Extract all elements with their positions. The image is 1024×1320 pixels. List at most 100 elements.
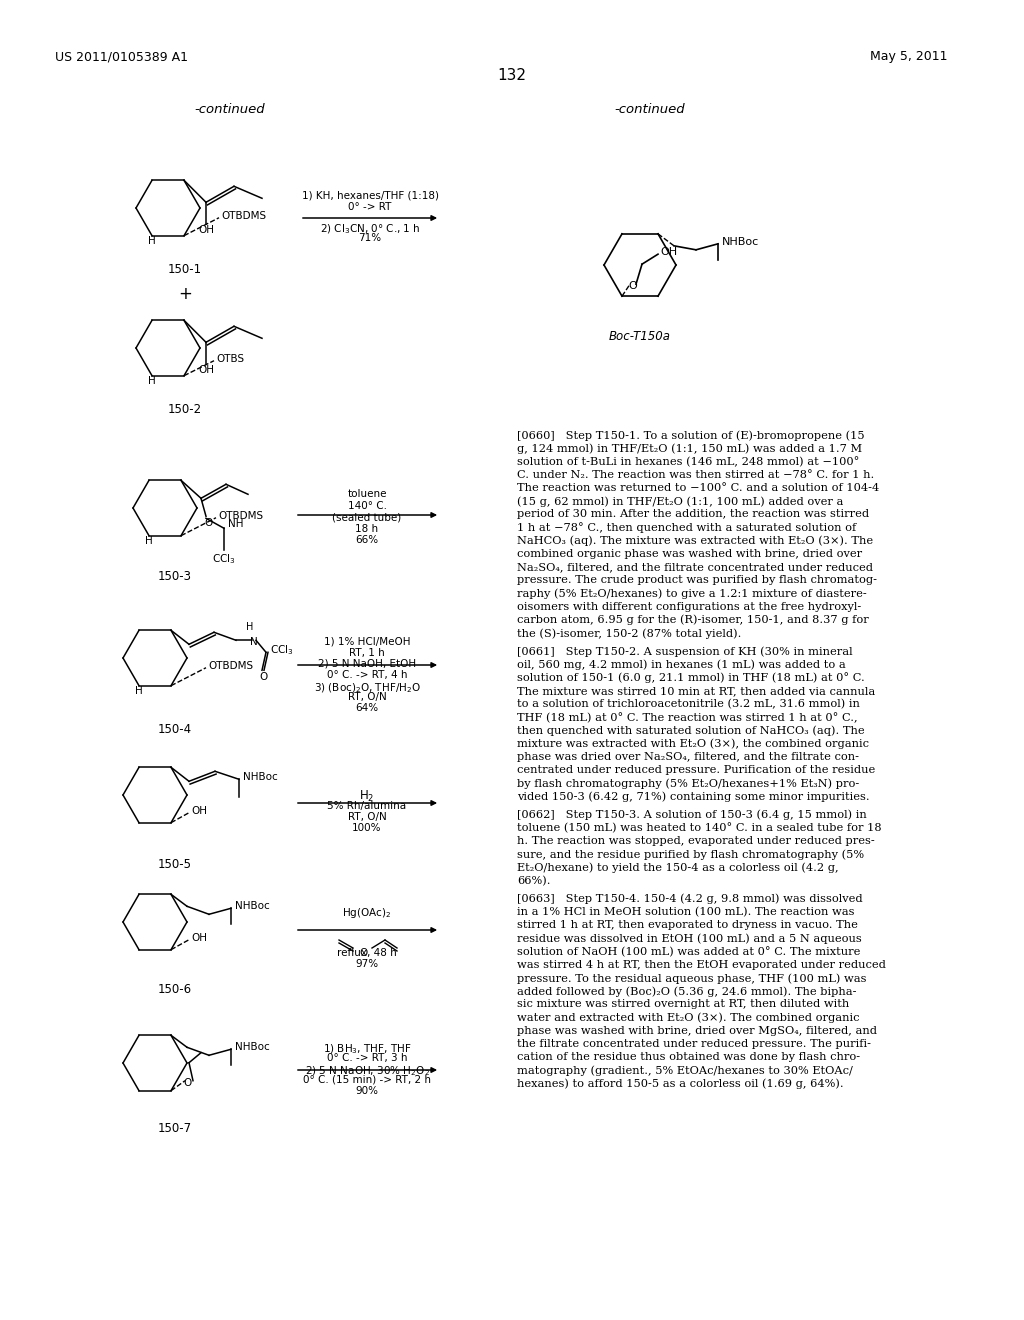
Text: OTBS: OTBS bbox=[216, 354, 244, 364]
Text: g, 124 mmol) in THF/Et₂O (1:1, 150 mL) was added a 1.7 M: g, 124 mmol) in THF/Et₂O (1:1, 150 mL) w… bbox=[517, 444, 862, 454]
Text: 18 h: 18 h bbox=[355, 524, 379, 535]
Text: 90%: 90% bbox=[355, 1086, 379, 1096]
Text: [0660]   Step T150-1. To a solution of (E)-bromopropene (15: [0660] Step T150-1. To a solution of (E)… bbox=[517, 430, 864, 441]
Text: [0663]   Step T150-4. 150-4 (4.2 g, 9.8 mmol) was dissolved: [0663] Step T150-4. 150-4 (4.2 g, 9.8 mm… bbox=[517, 894, 862, 904]
Text: water and extracted with Et₂O (3×). The combined organic: water and extracted with Et₂O (3×). The … bbox=[517, 1012, 859, 1023]
Text: -continued: -continued bbox=[614, 103, 685, 116]
Text: centrated under reduced pressure. Purification of the residue: centrated under reduced pressure. Purifi… bbox=[517, 766, 876, 775]
Text: NaHCO₃ (aq). The mixture was extracted with Et₂O (3×). The: NaHCO₃ (aq). The mixture was extracted w… bbox=[517, 536, 873, 546]
Text: sic mixture was stirred overnight at RT, then diluted with: sic mixture was stirred overnight at RT,… bbox=[517, 999, 849, 1010]
Text: OH: OH bbox=[191, 805, 207, 816]
Text: phase was washed with brine, dried over MgSO₄, filtered, and: phase was washed with brine, dried over … bbox=[517, 1026, 877, 1036]
Text: by flash chromatography (5% Et₂O/hexanes+1% Et₃N) pro-: by flash chromatography (5% Et₂O/hexanes… bbox=[517, 779, 859, 789]
Text: hexanes) to afford 150-5 as a colorless oil (1.69 g, 64%).: hexanes) to afford 150-5 as a colorless … bbox=[517, 1078, 844, 1089]
Text: NH: NH bbox=[228, 519, 244, 529]
Text: 0° C. -> RT, 3 h: 0° C. -> RT, 3 h bbox=[327, 1053, 408, 1063]
Text: 97%: 97% bbox=[355, 960, 379, 969]
Text: The reaction was returned to −100° C. and a solution of 104-4: The reaction was returned to −100° C. an… bbox=[517, 483, 880, 492]
Text: H: H bbox=[145, 536, 153, 546]
Text: the (S)-isomer, 150-2 (87% total yield).: the (S)-isomer, 150-2 (87% total yield). bbox=[517, 628, 741, 639]
Text: 150-6: 150-6 bbox=[158, 983, 193, 997]
Text: The mixture was stirred 10 min at RT, then added via cannula: The mixture was stirred 10 min at RT, th… bbox=[517, 686, 876, 696]
Text: in a 1% HCl in MeOH solution (100 mL). The reaction was: in a 1% HCl in MeOH solution (100 mL). T… bbox=[517, 907, 854, 917]
Text: 5% Rh/alumina: 5% Rh/alumina bbox=[328, 801, 407, 810]
Text: NHBoc: NHBoc bbox=[243, 772, 278, 783]
Text: added followed by (Boc)₂O (5.36 g, 24.6 mmol). The bipha-: added followed by (Boc)₂O (5.36 g, 24.6 … bbox=[517, 986, 856, 997]
Text: raphy (5% Et₂O/hexanes) to give a 1.2:1 mixture of diastere-: raphy (5% Et₂O/hexanes) to give a 1.2:1 … bbox=[517, 589, 866, 599]
Text: H: H bbox=[148, 236, 156, 246]
Text: 150-2: 150-2 bbox=[168, 403, 202, 416]
Text: O: O bbox=[260, 672, 268, 682]
Text: solution of t-BuLi in hexanes (146 mL, 248 mmol) at −100°: solution of t-BuLi in hexanes (146 mL, 2… bbox=[517, 457, 859, 467]
Text: H: H bbox=[247, 622, 254, 632]
Text: pressure. The crude product was purified by flash chromatog-: pressure. The crude product was purified… bbox=[517, 576, 877, 585]
Text: period of 30 min. After the addition, the reaction was stirred: period of 30 min. After the addition, th… bbox=[517, 510, 869, 519]
Text: 140° C.: 140° C. bbox=[347, 502, 386, 511]
Text: (15 g, 62 mmol) in THF/Et₂O (1:1, 100 mL) added over a: (15 g, 62 mmol) in THF/Et₂O (1:1, 100 mL… bbox=[517, 496, 844, 507]
Text: RT, O/N: RT, O/N bbox=[347, 812, 386, 822]
Text: oil, 560 mg, 4.2 mmol) in hexanes (1 mL) was added to a: oil, 560 mg, 4.2 mmol) in hexanes (1 mL)… bbox=[517, 660, 846, 671]
Text: C. under N₂. The reaction was then stirred at −78° C. for 1 h.: C. under N₂. The reaction was then stirr… bbox=[517, 470, 874, 479]
Text: Boc-T150a: Boc-T150a bbox=[609, 330, 671, 343]
Text: 1) KH, hexanes/THF (1:18): 1) KH, hexanes/THF (1:18) bbox=[301, 190, 438, 201]
Text: vided 150-3 (6.42 g, 71%) containing some minor impurities.: vided 150-3 (6.42 g, 71%) containing som… bbox=[517, 792, 869, 803]
Text: the filtrate concentrated under reduced pressure. The purifi-: the filtrate concentrated under reduced … bbox=[517, 1039, 871, 1049]
Text: 3) (Boc)$_2$O, THF/H$_2$O: 3) (Boc)$_2$O, THF/H$_2$O bbox=[313, 681, 421, 694]
Text: pressure. To the residual aqueous phase, THF (100 mL) was: pressure. To the residual aqueous phase,… bbox=[517, 973, 866, 983]
Text: 150-3: 150-3 bbox=[158, 570, 193, 583]
Text: 71%: 71% bbox=[358, 234, 382, 243]
Text: mixture was extracted with Et₂O (3×), the combined organic: mixture was extracted with Et₂O (3×), th… bbox=[517, 739, 869, 750]
Text: RT, O/N: RT, O/N bbox=[347, 692, 386, 702]
Text: THF (18 mL) at 0° C. The reaction was stirred 1 h at 0° C.,: THF (18 mL) at 0° C. The reaction was st… bbox=[517, 713, 858, 723]
Text: cation of the residue thus obtained was done by flash chro-: cation of the residue thus obtained was … bbox=[517, 1052, 860, 1063]
Text: OH: OH bbox=[191, 933, 207, 942]
Text: OH: OH bbox=[198, 366, 214, 375]
Text: NHBoc: NHBoc bbox=[234, 902, 269, 911]
Text: H: H bbox=[135, 686, 143, 696]
Text: 64%: 64% bbox=[355, 704, 379, 713]
Text: H: H bbox=[148, 376, 156, 385]
Text: solution of 150-1 (6.0 g, 21.1 mmol) in THF (18 mL) at 0° C.: solution of 150-1 (6.0 g, 21.1 mmol) in … bbox=[517, 673, 864, 684]
Text: 2) 5 N NaOH, EtOH: 2) 5 N NaOH, EtOH bbox=[317, 659, 416, 669]
Text: 1 h at −78° C., then quenched with a saturated solution of: 1 h at −78° C., then quenched with a sat… bbox=[517, 523, 856, 533]
Text: 150-1: 150-1 bbox=[168, 263, 202, 276]
Text: to a solution of trichloroacetonitrile (3.2 mL, 31.6 mmol) in: to a solution of trichloroacetonitrile (… bbox=[517, 700, 860, 709]
Text: O: O bbox=[204, 519, 212, 528]
Text: -continued: -continued bbox=[195, 103, 265, 116]
Text: OH: OH bbox=[198, 226, 214, 235]
Text: residue was dissolved in EtOH (100 mL) and a 5 N aqueous: residue was dissolved in EtOH (100 mL) a… bbox=[517, 933, 862, 944]
Text: stirred 1 h at RT, then evaporated to dryness in vacuo. The: stirred 1 h at RT, then evaporated to dr… bbox=[517, 920, 858, 931]
Text: [0662]   Step T150-3. A solution of 150-3 (6.4 g, 15 mmol) in: [0662] Step T150-3. A solution of 150-3 … bbox=[517, 809, 866, 820]
Text: OTBDMS: OTBDMS bbox=[218, 511, 263, 520]
Text: Na₂SO₄, filtered, and the filtrate concentrated under reduced: Na₂SO₄, filtered, and the filtrate conce… bbox=[517, 562, 873, 572]
Text: 100%: 100% bbox=[352, 822, 382, 833]
Text: NHBoc: NHBoc bbox=[234, 1043, 269, 1052]
Text: then quenched with saturated solution of NaHCO₃ (aq). The: then quenched with saturated solution of… bbox=[517, 726, 864, 737]
Text: O: O bbox=[183, 1077, 191, 1088]
Text: CCl$_3$: CCl$_3$ bbox=[270, 643, 294, 657]
Text: +: + bbox=[178, 285, 191, 304]
Text: NHBoc: NHBoc bbox=[722, 236, 759, 247]
Text: 150-5: 150-5 bbox=[158, 858, 193, 871]
Text: h. The reaction was stopped, evaporated under reduced pres-: h. The reaction was stopped, evaporated … bbox=[517, 836, 874, 846]
Text: OH: OH bbox=[660, 247, 677, 257]
Text: 0° -> RT: 0° -> RT bbox=[348, 202, 392, 213]
Text: 132: 132 bbox=[498, 69, 526, 83]
Text: was stirred 4 h at RT, then the EtOH evaporated under reduced: was stirred 4 h at RT, then the EtOH eva… bbox=[517, 960, 886, 970]
Text: reflux, 48 h: reflux, 48 h bbox=[337, 948, 397, 958]
Text: May 5, 2011: May 5, 2011 bbox=[870, 50, 947, 63]
Text: 1) BH$_3$, THF, THF: 1) BH$_3$, THF, THF bbox=[323, 1041, 412, 1056]
Text: (sealed tube): (sealed tube) bbox=[333, 512, 401, 521]
Text: 150-7: 150-7 bbox=[158, 1122, 193, 1135]
Text: O: O bbox=[628, 281, 637, 292]
Text: matography (gradient., 5% EtOAc/hexanes to 30% EtOAc/: matography (gradient., 5% EtOAc/hexanes … bbox=[517, 1065, 853, 1076]
Text: N: N bbox=[250, 638, 258, 647]
Text: 1) 1% HCl/MeOH: 1) 1% HCl/MeOH bbox=[324, 638, 411, 647]
Text: 0° C. -> RT, 4 h: 0° C. -> RT, 4 h bbox=[327, 671, 408, 680]
Text: O: O bbox=[358, 948, 368, 958]
Text: 66%).: 66%). bbox=[517, 875, 551, 886]
Text: OTBDMS: OTBDMS bbox=[208, 661, 253, 671]
Text: toluene: toluene bbox=[347, 488, 387, 499]
Text: Et₂O/hexane) to yield the 150-4 as a colorless oil (4.2 g,: Et₂O/hexane) to yield the 150-4 as a col… bbox=[517, 862, 839, 873]
Text: phase was dried over Na₂SO₄, filtered, and the filtrate con-: phase was dried over Na₂SO₄, filtered, a… bbox=[517, 752, 859, 762]
